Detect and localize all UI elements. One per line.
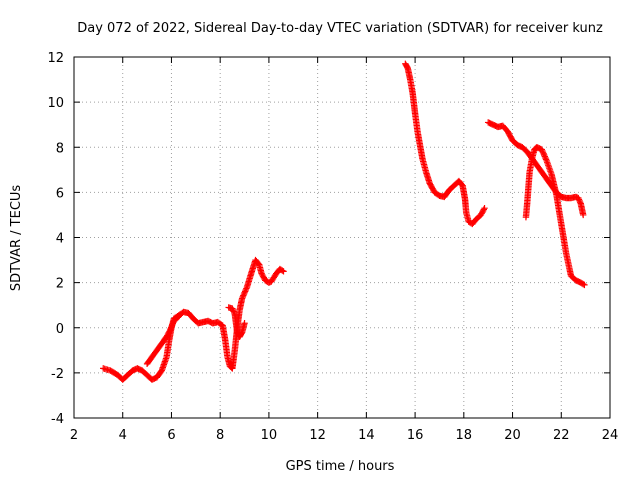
data-point-marker [539,149,547,156]
data-point-marker [542,154,549,162]
data-point-marker [576,197,583,205]
x-tick-label: 22 [553,428,570,443]
data-point-marker [575,196,583,203]
x-axis-label: GPS time / hours [286,459,395,474]
x-tick-label: 14 [358,428,375,443]
chart-title: Day 072 of 2022, Sidereal Day-to-day VTE… [77,21,603,36]
data-point-marker [539,147,546,155]
data-series [100,60,588,383]
data-point-marker [542,156,550,163]
y-tick-label: 2 [56,277,64,292]
y-tick-label: -4 [51,412,64,427]
data-point-marker [241,289,248,296]
data-point-marker [242,286,249,294]
x-tick-label: 2 [70,428,78,443]
x-tick-label: 18 [456,428,473,443]
data-point-marker [240,290,248,298]
y-tick-label: 10 [47,96,64,111]
series-arc-5 [484,119,587,219]
data-point-marker [174,314,181,321]
data-point-marker [240,292,247,299]
series-arc-1 [100,256,287,383]
y-tick-label: 8 [56,141,64,156]
grid-lines [74,57,610,418]
data-point-marker [175,313,182,320]
data-point-marker [229,306,237,314]
y-tick-label: 6 [56,186,64,201]
data-point-marker [243,285,250,292]
data-point-marker [540,150,547,157]
data-point-marker [280,268,287,275]
y-tick-label: 0 [56,322,64,337]
x-tick-label: 10 [261,428,278,443]
x-tick-label: 8 [216,428,224,443]
data-point-marker [238,295,246,302]
data-point-marker [541,151,548,159]
x-tick-label: 4 [119,428,127,443]
x-axis-tick-labels: 2 4 6 8 10 12 14 16 18 20 22 24 [70,428,618,443]
x-tick-label: 16 [407,428,424,443]
y-tick-label: -2 [51,367,64,382]
series-arc-4 [402,60,488,228]
data-point-marker [538,146,545,153]
data-point-marker [229,305,236,312]
data-point-marker [230,308,237,315]
data-point-marker [581,281,588,289]
y-axis-label: SDTVAR / TECUs [9,185,24,292]
series-arc-2 [143,313,182,368]
data-point-marker [480,206,487,213]
data-point-marker [580,211,587,219]
data-point-marker [241,288,249,295]
y-axis-tick-labels: -4 -2 0 2 4 6 8 10 12 [47,51,64,427]
data-point-marker [481,204,488,212]
axis-ticks [73,56,611,419]
data-point-marker [576,199,584,206]
x-tick-label: 24 [602,428,619,443]
data-point-marker [575,194,582,202]
data-point-marker [279,267,286,274]
y-tick-label: 12 [47,51,64,66]
x-tick-label: 12 [309,428,326,443]
data-point-marker [541,153,549,160]
x-tick-label: 20 [504,428,521,443]
y-tick-label: 4 [56,232,64,247]
data-point-marker [230,309,238,317]
data-point-marker [580,280,587,288]
data-point-marker [241,320,248,327]
series-arc-6 [522,144,588,289]
data-point-marker [239,293,246,301]
series-arc-3 [225,304,248,340]
x-tick-label: 6 [167,428,175,443]
